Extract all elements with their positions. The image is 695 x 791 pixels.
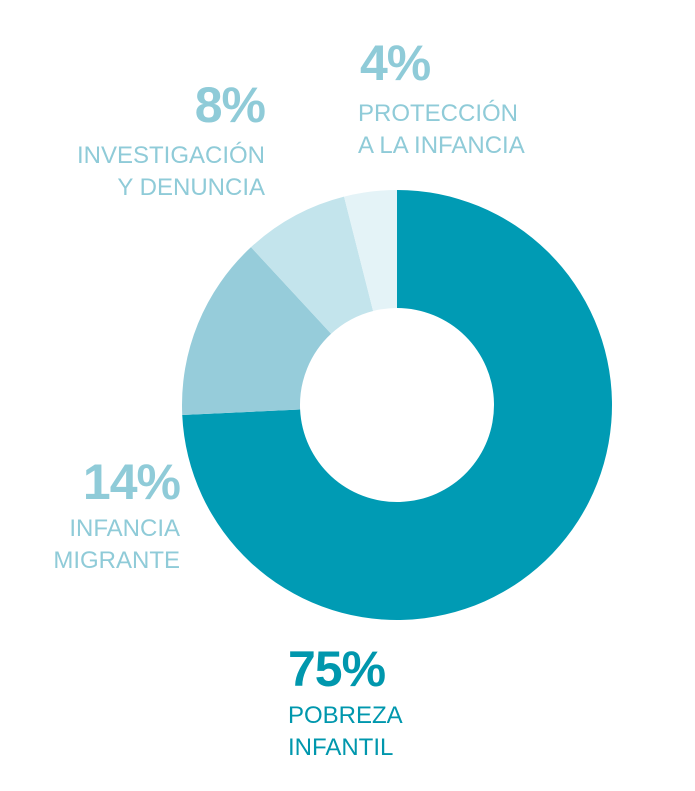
slice-caption-line: INVESTIGACIÓN	[76, 142, 265, 169]
slice-pobreza-infantil	[182, 190, 612, 620]
slice-percent-pobreza: 75%	[288, 641, 386, 697]
slice-caption-line: INFANCIA	[69, 515, 180, 542]
slice-percent-migrante: 14%	[82, 454, 181, 510]
slice-percent-proteccion: 4%	[360, 35, 431, 91]
slice-label-infancia-migrante: 14% INFANCIA MIGRANTE	[53, 454, 181, 577]
slice-label-proteccion-infancia: 4% PROTECCIÓN A LA INFANCIA	[358, 38, 525, 162]
slice-caption-line: POBREZA	[288, 702, 403, 729]
slice-caption-line: MIGRANTE	[53, 547, 180, 574]
slice-caption-line: PROTECCIÓN	[358, 100, 519, 127]
slice-proteccion-infancia	[344, 190, 397, 311]
slice-label-pobreza-infantil: 75% POBREZA INFANTIL	[288, 644, 403, 764]
slice-infancia-migrante	[182, 247, 332, 416]
slice-caption-line: A LA INFANCIA	[358, 132, 525, 159]
slice-caption-line: Y DENUNCIA	[117, 174, 265, 201]
slice-label-investigacion-denuncia: 8% INVESTIGACIÓN Y DENUNCIA	[76, 77, 266, 204]
slice-percent-investigacion: 8%	[194, 77, 266, 133]
slice-caption-line: INFANTIL	[288, 734, 394, 761]
slice-investigacion-denuncia	[250, 196, 374, 334]
